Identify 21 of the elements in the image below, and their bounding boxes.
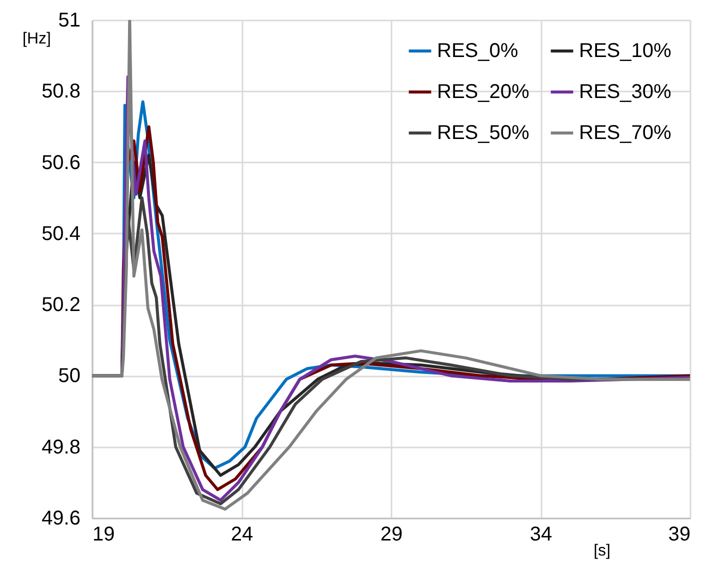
- y-axis-title: [Hz]: [22, 30, 51, 48]
- legend-label: RES_70%: [579, 122, 672, 144]
- x-tick-label: 29: [380, 524, 403, 546]
- y-tick-label: 50.6: [42, 152, 80, 174]
- x-axis-title: [s]: [594, 542, 610, 560]
- legend-label: RES_50%: [437, 122, 530, 144]
- x-tick-label: 34: [530, 524, 552, 546]
- x-tick-label: 19: [92, 524, 115, 546]
- y-tick-label: 50.2: [42, 294, 80, 316]
- y-tick-label: 51: [58, 10, 80, 32]
- y-tick-label: 50: [58, 365, 80, 388]
- y-tick-label: 49.8: [42, 436, 80, 458]
- legend-label: RES_30%: [579, 81, 672, 103]
- legend-label: RES_10%: [579, 40, 672, 62]
- y-tick-label: 49.6: [42, 508, 80, 530]
- y-tick-label: 50.8: [42, 80, 80, 103]
- x-tick-label: 24: [230, 524, 254, 546]
- legend-label: RES_0%: [437, 40, 518, 62]
- x-tick-label: 39: [668, 524, 690, 546]
- y-tick-label: 50.4: [42, 222, 80, 245]
- legend-label: RES_20%: [437, 81, 530, 103]
